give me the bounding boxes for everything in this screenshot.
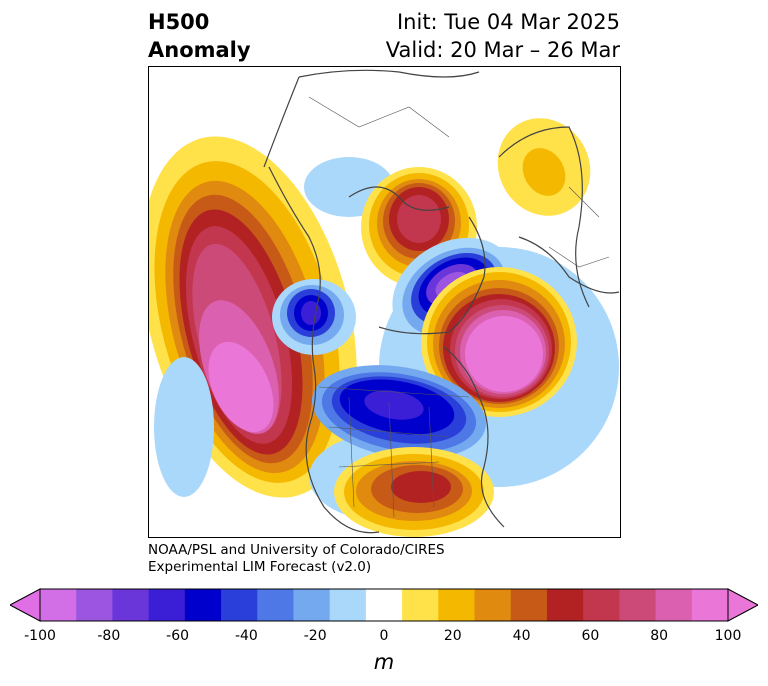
anomaly-center-siberia [272, 279, 356, 355]
colorbar-tick-label: -60 [166, 628, 190, 644]
colorbar-svg [8, 588, 760, 622]
credit-line2: Experimental LIM Forecast (v2.0) [148, 559, 372, 575]
colorbar-segment [583, 589, 620, 621]
colorbar-segment [257, 589, 294, 621]
colorbar-segment [221, 589, 258, 621]
colorbar-tick-label: -80 [97, 628, 121, 644]
colorbar-tick-label: -20 [303, 628, 327, 644]
colorbar-segment [329, 589, 367, 621]
colorbar-segment [691, 589, 729, 621]
colorbar-segment [438, 589, 476, 621]
colorbar-segment [365, 589, 403, 621]
init-date: Init: Tue 04 Mar 2025 [396, 10, 620, 34]
colorbar-tick-label: -40 [234, 628, 258, 644]
colorbar-segment [655, 589, 693, 621]
colorbar-segment [293, 589, 331, 621]
title-block: H500 Anomaly [148, 8, 251, 64]
colorbar-unit: m [373, 650, 395, 674]
colorbar-over-extension [727, 588, 760, 622]
anomaly-center-atlantic [421, 267, 577, 417]
colorbar-tick-label: 60 [581, 628, 600, 644]
colorbar-segment [40, 589, 77, 621]
anomaly-center-canada [311, 365, 487, 459]
valid-range: Valid: 20 Mar – 26 Mar [385, 38, 620, 62]
colorbar-under-extension [8, 588, 41, 622]
title-variable: H500 [148, 10, 210, 34]
anomaly-field [149, 118, 619, 537]
country-borders [308, 96, 610, 518]
colorbar-segment [546, 589, 584, 621]
colorbar-segment [402, 589, 439, 621]
colorbar-tick-label: -100 [24, 628, 56, 644]
date-block: Init: Tue 04 Mar 2025 Valid: 20 Mar – 26… [386, 8, 620, 64]
colorbar-segment [112, 589, 150, 621]
colorbar-border [39, 588, 729, 622]
title-field: Anomaly [148, 38, 251, 62]
colorbar-segment [148, 589, 186, 621]
colorbar-segment [474, 589, 512, 621]
map-canvas [149, 69, 620, 537]
colorbar-segment [184, 589, 222, 621]
credit-line1: NOAA/PSL and University of Colorado/CIRE… [148, 542, 445, 558]
colorbar-segment [619, 589, 657, 621]
colorbar-tick-label: 40 [512, 628, 531, 644]
coastlines [263, 69, 620, 534]
colorbar-segment [510, 589, 548, 621]
colorbar [8, 588, 760, 622]
colorbar-ticks: -100 -80 -60 -40 -20 0 20 40 60 80 100 [0, 628, 768, 648]
colorbar-tick-label: 20 [443, 628, 462, 644]
colorbar-tick-label: 100 [714, 628, 742, 644]
anomaly-center-greenland [361, 167, 477, 287]
colorbar-tick-label: 0 [379, 628, 389, 644]
colorbar-segment [76, 589, 113, 621]
colorbar-tick-label: 80 [650, 628, 669, 644]
anomaly-center-southeast-us [334, 447, 494, 537]
anomaly-map [148, 66, 621, 538]
credit-block: NOAA/PSL and University of Colorado/CIRE… [148, 542, 445, 576]
